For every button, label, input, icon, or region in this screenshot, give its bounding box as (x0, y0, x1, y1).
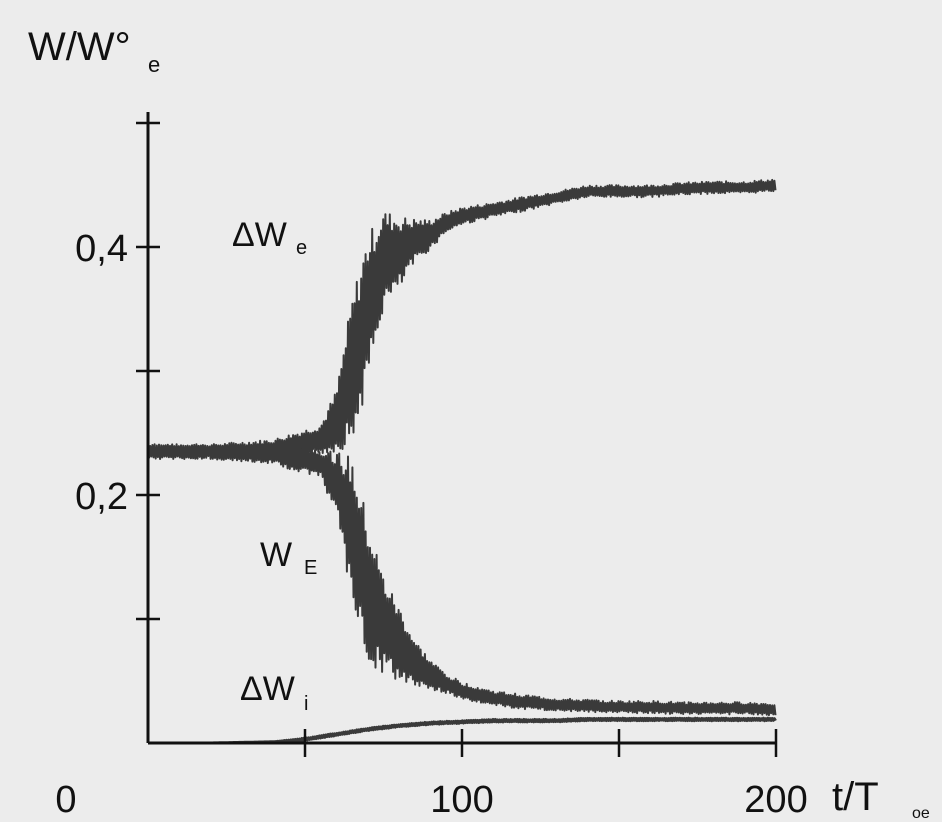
series-label-delta-we: ΔW (232, 216, 287, 254)
y-axis-label-sub: e (148, 52, 160, 77)
x-tick-label-1: 100 (430, 779, 493, 821)
chart-traces (147, 178, 777, 745)
chart-labels: 0,2 0,4 0 100 200 W/W° e t/T oe ΔW e W E ΔW i (28, 25, 930, 822)
y-tick-label-1: 0,4 (75, 228, 128, 270)
y-axis-label: W/W° (28, 25, 131, 69)
x-tick-label-0: 0 (55, 779, 76, 821)
series-label-delta-wi: ΔW (240, 670, 295, 708)
series-label-delta-wi-sub: i (304, 693, 308, 715)
y-tick-label-0: 0,2 (75, 476, 128, 518)
series-label-we-sub: E (304, 557, 317, 579)
chart-axes (136, 112, 778, 757)
x-axis-label-sub: oe (912, 805, 930, 822)
series-line-1 (147, 443, 777, 717)
series-label-we: W (260, 536, 292, 574)
x-tick-label-2: 200 (744, 779, 807, 821)
x-axis-label: t/T (832, 775, 879, 819)
series-label-delta-we-sub: e (296, 237, 307, 259)
